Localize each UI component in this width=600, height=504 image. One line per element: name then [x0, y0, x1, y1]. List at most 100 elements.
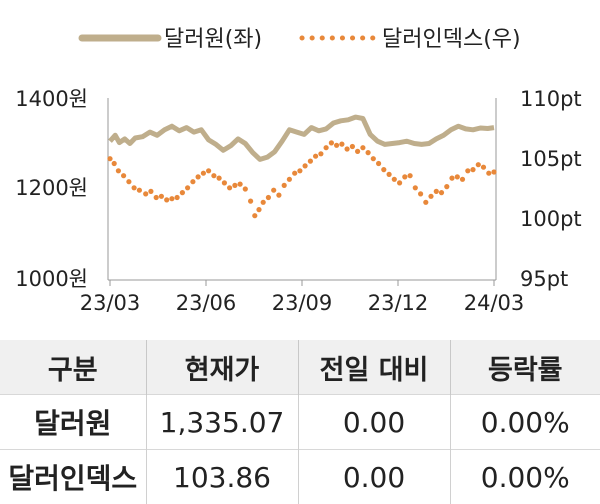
x-tick-marks [109, 280, 495, 286]
change-value: 0.00 [297, 394, 450, 450]
dxy-point [407, 173, 413, 179]
header-current-price: 현재가 [145, 340, 298, 395]
x-tick-labels: 23/03 23/06 23/09 23/12 24/03 [80, 291, 525, 315]
right-y-tick-labels: 110pt 105pt 100pt 95pt [520, 87, 582, 291]
dxy-point [271, 187, 277, 193]
header-change: 전일 대비 [297, 340, 450, 395]
header-category: 구분 [0, 340, 146, 395]
legend: 달러원(좌) 달러인덱스(우) [78, 27, 521, 52]
dxy-point [107, 156, 113, 162]
dxy-point [131, 185, 137, 191]
dxy-point [265, 194, 271, 201]
dxy-point [136, 187, 142, 193]
dxy-point [391, 176, 397, 182]
y-right-tick-105: 105pt [520, 147, 582, 171]
x-tick-2403: 24/03 [464, 291, 525, 315]
change-rate: 0.00% [449, 394, 600, 450]
dxy-point [459, 176, 466, 182]
current-price: 103.86 [145, 449, 298, 504]
change-rate: 0.00% [449, 449, 600, 504]
dxy-point [260, 199, 266, 205]
dxy-point [297, 168, 303, 174]
dxy-point [206, 168, 212, 174]
dxy-point [126, 179, 132, 185]
y-left-tick-1200: 1200원 [15, 176, 88, 200]
x-tick-2312: 23/12 [368, 291, 429, 315]
dxy-point [292, 170, 298, 176]
krw-series-line [108, 114, 495, 162]
dxy-point [397, 180, 403, 186]
dxy-point [386, 171, 392, 177]
dxy-point [148, 188, 154, 194]
dxy-point [174, 194, 180, 201]
dxy-point [428, 193, 434, 199]
header-change-rate: 등락률 [449, 340, 600, 395]
dxy-point [227, 185, 233, 191]
dxy-point [242, 186, 248, 192]
table-row: 달러인덱스 103.86 0.00 0.00% [0, 449, 600, 504]
dxy-point [190, 179, 196, 185]
dxy-point [334, 142, 340, 148]
dxy-point [423, 199, 429, 205]
dxy-point [376, 160, 382, 167]
dxy-point [153, 194, 159, 201]
dxy-point [449, 175, 455, 181]
dxy-point [221, 180, 227, 186]
dxy-point [465, 168, 471, 174]
y-left-tick-1400: 1400원 [15, 87, 88, 111]
dxy-point [302, 163, 308, 169]
dxy-point [491, 169, 497, 175]
dxy-point [475, 162, 481, 168]
dxy-point [111, 160, 117, 167]
dxy-series [107, 140, 497, 219]
dxy-point [438, 190, 445, 196]
dxy-point [158, 193, 164, 199]
dxy-point [237, 181, 243, 187]
dxy-point [355, 148, 361, 154]
dxy-point [433, 188, 439, 194]
dxy-point [200, 170, 206, 176]
dxy-point [281, 182, 287, 188]
dxy-point [195, 174, 201, 180]
dxy-point [248, 198, 254, 204]
dxy-point [216, 175, 222, 181]
quote-table: 구분 현재가 전일 대비 등락률 달러원 1,335.07 0.00 0.00%… [0, 340, 600, 504]
dxy-point [344, 146, 350, 152]
dxy-point [179, 190, 185, 196]
dxy-point [252, 213, 258, 219]
y-right-tick-100: 100pt [520, 207, 582, 231]
dxy-point [365, 150, 371, 156]
quote-table-header: 구분 현재가 전일 대비 등락률 [0, 340, 600, 395]
dxy-point [286, 176, 292, 182]
change-value: 0.00 [297, 449, 450, 504]
dxy-point [381, 167, 387, 173]
dxy-point [339, 141, 345, 147]
legend-label-dxy: 달러인덱스(우) [382, 27, 521, 52]
row-label: 달러인덱스 [0, 449, 146, 504]
dxy-point [349, 143, 355, 150]
dxy-point [402, 174, 408, 180]
exchange-rate-chart: 달러원(좌) 달러인덱스(우) 1400원 1200원 1000원 110pt … [15, 27, 582, 315]
y-right-tick-95: 95pt [520, 267, 568, 291]
dxy-point [169, 196, 175, 202]
dxy-point [370, 156, 376, 162]
dxy-point [232, 182, 238, 188]
krw-series [108, 114, 495, 162]
dxy-point [360, 145, 366, 151]
dxy-point [323, 145, 329, 151]
dxy-point [418, 191, 424, 197]
left-y-tick-labels: 1400원 1200원 1000원 [15, 87, 88, 291]
dxy-point [454, 174, 460, 180]
dxy-point [211, 173, 217, 179]
dxy-point [276, 192, 282, 198]
row-label: 달러원 [0, 394, 146, 450]
dxy-point [444, 184, 450, 190]
dxy-point [164, 197, 170, 203]
current-price: 1,335.07 [145, 394, 298, 450]
table-row: 달러원 1,335.07 0.00 0.00% [0, 394, 600, 450]
dxy-point [470, 167, 476, 173]
dxy-point [318, 151, 324, 157]
dxy-point [143, 191, 149, 197]
plot-frame [107, 98, 497, 281]
y-right-tick-110: 110pt [520, 87, 582, 111]
